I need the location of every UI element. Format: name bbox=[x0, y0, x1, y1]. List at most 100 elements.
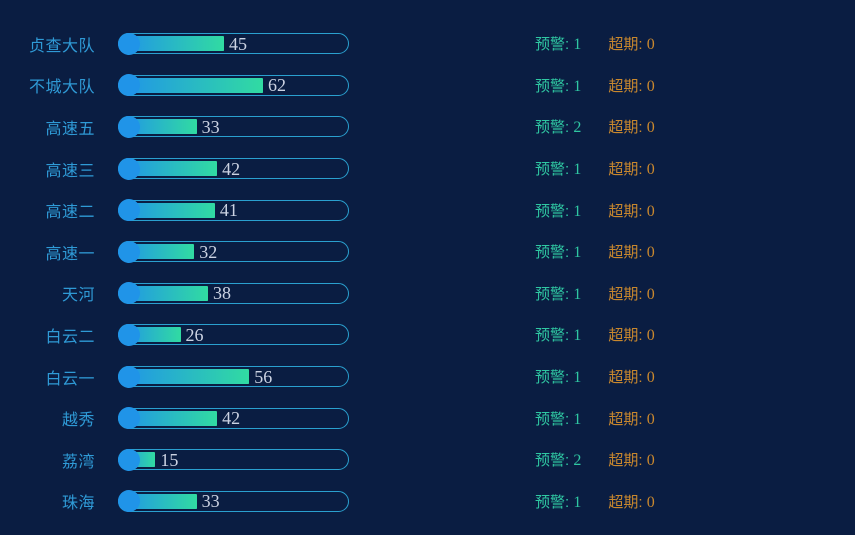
bar-cap-dot-icon bbox=[118, 448, 140, 471]
chart-row: 不城大队 62 预警: 1 超期: 0 bbox=[0, 65, 855, 107]
bar-track: 56 bbox=[118, 365, 349, 388]
category-label: 高速三 bbox=[45, 162, 95, 180]
chart-row: 白云二 26 预警: 1 超期: 0 bbox=[0, 314, 855, 356]
bar-cap-dot-icon bbox=[118, 323, 140, 346]
warning-label: 预警: bbox=[535, 410, 574, 428]
bar-cap-dot-icon bbox=[118, 490, 140, 513]
warning-value: 1 bbox=[573, 410, 582, 428]
overdue-label: 超期: bbox=[608, 327, 647, 345]
bar-value: 42 bbox=[222, 158, 241, 179]
overdue-stat: 超期: 0 bbox=[608, 324, 654, 345]
overdue-value: 0 bbox=[646, 244, 655, 262]
bar-cap-dot-icon bbox=[118, 407, 140, 430]
warning-value: 1 bbox=[573, 161, 582, 179]
bar-cap-dot-icon bbox=[118, 157, 140, 180]
bar-track: 41 bbox=[118, 199, 349, 222]
bar-value: 41 bbox=[219, 200, 238, 221]
bar-fill bbox=[121, 161, 218, 177]
bar-value: 38 bbox=[213, 283, 232, 304]
bar-cap-dot-icon bbox=[118, 365, 140, 388]
overdue-label: 超期: bbox=[608, 410, 647, 428]
bar-track: 42 bbox=[118, 407, 349, 430]
warning-stat: 预警: 1 bbox=[535, 324, 581, 345]
overdue-label: 超期: bbox=[608, 285, 647, 303]
category-label: 珠海 bbox=[61, 495, 95, 513]
category-label: 天河 bbox=[61, 287, 95, 305]
bar-value: 26 bbox=[185, 324, 204, 345]
bar-value: 56 bbox=[254, 366, 273, 387]
overdue-stat: 超期: 0 bbox=[608, 116, 654, 137]
overdue-stat: 超期: 0 bbox=[608, 408, 654, 429]
overdue-value: 0 bbox=[646, 202, 655, 220]
chart-row: 高速二 41 预警: 1 超期: 0 bbox=[0, 189, 855, 231]
bar-cap-dot-icon bbox=[118, 32, 140, 55]
brigade-bar-chart: 贞查大队 45 预警: 1 超期: 0 不城大队 62 预警: 1 超期: 0 … bbox=[0, 23, 855, 523]
warning-label: 预警: bbox=[535, 202, 574, 220]
bar-track: 32 bbox=[118, 240, 349, 263]
overdue-label: 超期: bbox=[608, 369, 647, 387]
overdue-value: 0 bbox=[646, 493, 655, 511]
overdue-value: 0 bbox=[646, 36, 655, 54]
warning-stat: 预警: 1 bbox=[535, 75, 581, 96]
overdue-label: 超期: bbox=[608, 202, 647, 220]
category-label: 荔湾 bbox=[61, 453, 95, 471]
bar-value: 62 bbox=[267, 75, 286, 96]
overdue-label: 超期: bbox=[608, 77, 647, 95]
warning-stat: 预警: 1 bbox=[535, 200, 581, 221]
category-label: 高速二 bbox=[45, 204, 95, 222]
overdue-stat: 超期: 0 bbox=[608, 33, 654, 54]
overdue-stat: 超期: 0 bbox=[608, 491, 654, 512]
bar-track: 15 bbox=[118, 448, 349, 471]
warning-value: 1 bbox=[573, 77, 582, 95]
warning-label: 预警: bbox=[535, 285, 574, 303]
category-label: 贞查大队 bbox=[28, 37, 95, 55]
warning-value: 2 bbox=[573, 119, 582, 137]
overdue-label: 超期: bbox=[608, 36, 647, 54]
overdue-label: 超期: bbox=[608, 493, 647, 511]
overdue-value: 0 bbox=[646, 452, 655, 470]
bar-cap-dot-icon bbox=[118, 115, 140, 138]
bar-cap-dot-icon bbox=[118, 240, 140, 263]
bar-track: 62 bbox=[118, 74, 349, 97]
category-label: 越秀 bbox=[61, 412, 95, 430]
warning-value: 1 bbox=[573, 285, 582, 303]
category-label: 高速一 bbox=[45, 245, 95, 263]
category-label: 不城大队 bbox=[28, 79, 95, 97]
bar-fill bbox=[121, 202, 215, 218]
warning-label: 预警: bbox=[535, 244, 574, 262]
bar-value: 45 bbox=[229, 33, 248, 54]
warning-value: 1 bbox=[573, 244, 582, 262]
warning-label: 预警: bbox=[535, 452, 574, 470]
overdue-stat: 超期: 0 bbox=[608, 366, 654, 387]
bar-fill bbox=[121, 285, 209, 301]
overdue-label: 超期: bbox=[608, 119, 647, 137]
overdue-stat: 超期: 0 bbox=[608, 200, 654, 221]
warning-stat: 预警: 1 bbox=[535, 241, 581, 262]
bar-value: 33 bbox=[201, 491, 220, 512]
chart-row: 越秀 42 预警: 1 超期: 0 bbox=[0, 397, 855, 439]
warning-label: 预警: bbox=[535, 493, 574, 511]
warning-stat: 预警: 2 bbox=[535, 116, 581, 137]
warning-label: 预警: bbox=[535, 36, 574, 54]
category-label: 白云二 bbox=[45, 328, 95, 346]
warning-value: 2 bbox=[573, 452, 582, 470]
chart-row: 贞查大队 45 预警: 1 超期: 0 bbox=[0, 23, 855, 65]
overdue-value: 0 bbox=[646, 327, 655, 345]
overdue-stat: 超期: 0 bbox=[608, 283, 654, 304]
bar-track: 42 bbox=[118, 157, 349, 180]
bar-fill bbox=[121, 36, 225, 52]
overdue-stat: 超期: 0 bbox=[608, 75, 654, 96]
category-label: 高速五 bbox=[45, 120, 95, 138]
warning-label: 预警: bbox=[535, 161, 574, 179]
warning-stat: 预警: 1 bbox=[535, 33, 581, 54]
overdue-value: 0 bbox=[646, 77, 655, 95]
chart-row: 珠海 33 预警: 1 超期: 0 bbox=[0, 481, 855, 523]
bar-value: 32 bbox=[199, 241, 218, 262]
warning-label: 预警: bbox=[535, 327, 574, 345]
warning-value: 1 bbox=[573, 202, 582, 220]
bar-fill bbox=[121, 369, 250, 385]
bar-cap-dot-icon bbox=[118, 74, 140, 97]
chart-row: 高速一 32 预警: 1 超期: 0 bbox=[0, 231, 855, 273]
warning-label: 预警: bbox=[535, 369, 574, 387]
bar-value: 33 bbox=[201, 116, 220, 137]
